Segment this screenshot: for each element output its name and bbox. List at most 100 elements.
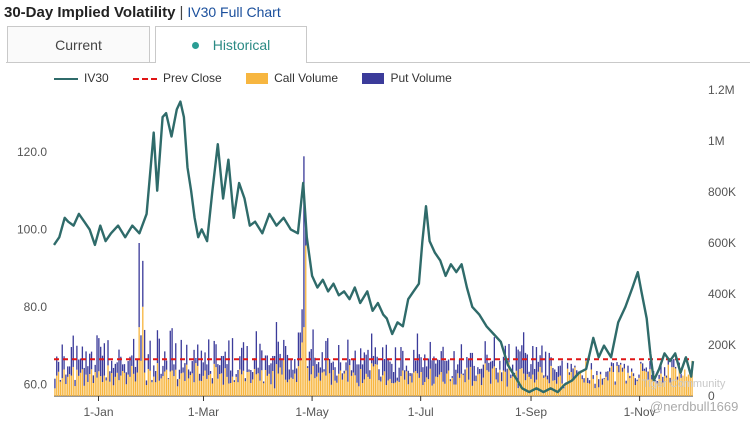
put-volume-bar — [109, 371, 110, 381]
call-volume-bar — [102, 382, 103, 396]
call-volume-bar — [311, 374, 312, 396]
call-volume-bar — [279, 367, 280, 396]
put-volume-bar — [477, 367, 478, 374]
put-volume-bar — [613, 363, 614, 372]
call-volume-bar — [63, 369, 64, 396]
put-volume-bar — [197, 344, 198, 365]
put-volume-bar — [594, 384, 595, 388]
put-volume-bar — [406, 366, 407, 372]
put-volume-bar — [95, 365, 96, 372]
call-volume-bar — [124, 373, 125, 396]
call-volume-bar — [245, 381, 246, 396]
put-volume-bar — [486, 355, 487, 371]
call-volume-bar — [307, 368, 308, 396]
call-volume-bar — [281, 375, 282, 396]
put-volume-bar — [173, 364, 174, 376]
put-volume-bar — [96, 335, 97, 377]
put-volume-bar — [127, 361, 128, 375]
call-volume-bar — [342, 380, 343, 396]
put-volume-bar — [554, 369, 555, 380]
put-volume-bar — [276, 322, 277, 364]
put-volume-bar — [620, 363, 621, 365]
call-volume-bar — [466, 368, 467, 396]
call-volume-bar — [444, 384, 445, 396]
call-volume-bar — [208, 375, 209, 396]
call-volume-bar — [406, 371, 407, 396]
put-volume-bar — [380, 377, 381, 382]
call-volume-bar — [131, 366, 132, 396]
call-volume-bar — [129, 377, 130, 396]
call-volume-bar — [582, 379, 583, 396]
call-volume-bar — [261, 370, 262, 396]
call-volume-bar — [93, 383, 94, 396]
call-volume-bar — [113, 385, 114, 396]
put-volume-bar — [248, 369, 249, 371]
put-volume-bar — [312, 329, 313, 365]
call-volume-bar — [496, 379, 497, 396]
call-volume-bar — [232, 377, 233, 396]
put-volume-bar — [93, 375, 94, 383]
put-volume-bar — [452, 376, 453, 378]
call-volume-bar — [375, 364, 376, 396]
call-volume-bar — [583, 382, 584, 396]
call-volume-bar — [278, 374, 279, 396]
call-volume-bar — [494, 366, 495, 396]
put-volume-bar — [177, 379, 178, 386]
call-volume-bar — [111, 373, 112, 396]
call-volume-bar — [377, 365, 378, 396]
call-volume-bar — [175, 370, 176, 396]
put-volume-bar — [201, 351, 202, 381]
put-volume-bar — [347, 340, 348, 382]
call-volume-bar — [560, 376, 561, 396]
put-volume-bar — [589, 380, 590, 383]
put-volume-bar — [464, 369, 465, 382]
call-volume-bar — [446, 374, 447, 396]
call-volume-bar — [294, 374, 295, 396]
call-volume-bar — [409, 376, 410, 396]
put-volume-bar — [675, 367, 676, 369]
call-volume-bar — [309, 381, 310, 396]
call-volume-bar — [140, 361, 141, 396]
iv30-chart: 60.080.0100.0120.00200K400K600K800K1M1.2… — [0, 0, 750, 425]
put-volume-bar — [545, 352, 546, 377]
put-volume-bar — [527, 354, 528, 374]
put-volume-bar — [60, 380, 61, 382]
put-volume-bar — [226, 364, 227, 377]
put-volume-bar — [334, 367, 335, 381]
put-volume-bar — [188, 369, 189, 378]
call-volume-bar — [199, 381, 200, 396]
put-volume-bar — [340, 362, 341, 370]
put-volume-bar — [497, 373, 498, 383]
call-volume-bar — [56, 376, 57, 396]
put-volume-bar — [74, 380, 75, 386]
call-volume-bar — [345, 371, 346, 397]
put-volume-bar — [355, 351, 356, 376]
call-volume-bar — [602, 385, 603, 396]
put-volume-bar — [494, 337, 495, 366]
call-volume-bar — [380, 381, 381, 396]
put-volume-bar — [431, 360, 432, 385]
call-volume-bar — [226, 377, 227, 396]
put-volume-bar — [528, 372, 529, 377]
call-volume-bar — [237, 382, 238, 396]
call-volume-bar — [204, 371, 205, 397]
put-volume-bar — [107, 340, 108, 365]
put-volume-bar — [602, 379, 603, 385]
put-volume-bar — [538, 362, 539, 372]
call-volume-bar — [618, 372, 619, 396]
put-volume-bar — [604, 378, 605, 379]
call-volume-bar — [571, 372, 572, 396]
put-volume-bar — [442, 347, 443, 382]
put-volume-bar — [598, 379, 599, 387]
call-volume-bar — [615, 385, 616, 396]
put-volume-bar — [351, 370, 352, 376]
put-volume-bar — [626, 381, 627, 384]
put-volume-bar — [430, 342, 431, 369]
call-volume-bar — [215, 367, 216, 396]
call-volume-bar — [87, 382, 88, 396]
call-volume-bar — [133, 374, 134, 396]
put-volume-bar — [591, 363, 592, 369]
call-volume-bar — [179, 379, 180, 396]
call-volume-bar — [69, 374, 70, 396]
put-volume-bar — [208, 339, 209, 375]
